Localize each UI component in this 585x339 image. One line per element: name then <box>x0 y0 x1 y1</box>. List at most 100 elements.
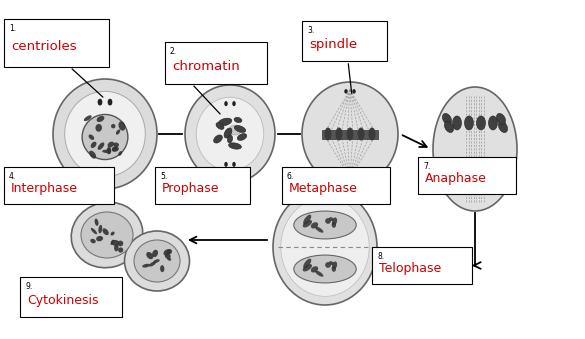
Ellipse shape <box>152 250 158 257</box>
Ellipse shape <box>114 244 119 251</box>
Text: 4.: 4. <box>9 172 16 181</box>
Ellipse shape <box>346 127 353 140</box>
Text: Prophase: Prophase <box>162 182 219 195</box>
Ellipse shape <box>167 249 172 254</box>
Ellipse shape <box>118 121 125 131</box>
FancyBboxPatch shape <box>418 157 516 194</box>
Ellipse shape <box>163 249 171 256</box>
Ellipse shape <box>498 121 508 133</box>
Ellipse shape <box>111 240 114 245</box>
Ellipse shape <box>95 124 102 132</box>
Ellipse shape <box>228 135 233 143</box>
Ellipse shape <box>303 215 311 224</box>
Ellipse shape <box>344 174 347 179</box>
Ellipse shape <box>125 231 190 291</box>
Ellipse shape <box>165 254 171 259</box>
Text: spindle: spindle <box>309 38 357 51</box>
Text: 8.: 8. <box>377 252 384 261</box>
Ellipse shape <box>453 168 462 182</box>
Text: Cytokinesis: Cytokinesis <box>27 294 98 307</box>
Ellipse shape <box>329 217 334 221</box>
FancyBboxPatch shape <box>165 42 267 84</box>
Ellipse shape <box>357 127 364 140</box>
Ellipse shape <box>477 168 486 182</box>
Ellipse shape <box>111 124 115 128</box>
Ellipse shape <box>294 255 356 283</box>
Ellipse shape <box>352 89 356 94</box>
Ellipse shape <box>71 202 143 268</box>
Text: Interphase: Interphase <box>11 182 78 195</box>
Ellipse shape <box>113 142 119 147</box>
Ellipse shape <box>84 115 92 121</box>
Ellipse shape <box>325 127 332 140</box>
FancyBboxPatch shape <box>372 247 472 284</box>
Ellipse shape <box>134 240 180 282</box>
Ellipse shape <box>302 82 398 186</box>
Ellipse shape <box>464 168 473 182</box>
Ellipse shape <box>65 92 145 177</box>
Ellipse shape <box>294 211 356 239</box>
FancyArrow shape <box>322 129 378 139</box>
Ellipse shape <box>311 222 318 228</box>
Text: Metaphase: Metaphase <box>289 182 358 195</box>
Ellipse shape <box>196 97 264 171</box>
Ellipse shape <box>91 142 97 148</box>
Ellipse shape <box>98 225 102 234</box>
Text: 7.: 7. <box>423 162 430 171</box>
Ellipse shape <box>98 142 104 150</box>
Ellipse shape <box>91 228 97 234</box>
Ellipse shape <box>106 147 111 154</box>
Ellipse shape <box>445 174 453 185</box>
Ellipse shape <box>344 89 347 94</box>
Ellipse shape <box>303 259 311 268</box>
Text: chromatin: chromatin <box>172 60 240 73</box>
Ellipse shape <box>352 174 356 179</box>
Ellipse shape <box>224 101 228 106</box>
Ellipse shape <box>89 151 96 159</box>
Ellipse shape <box>111 240 119 246</box>
FancyBboxPatch shape <box>4 167 114 204</box>
Ellipse shape <box>118 151 122 156</box>
Ellipse shape <box>238 134 247 140</box>
Ellipse shape <box>311 266 318 273</box>
Ellipse shape <box>108 99 112 105</box>
Ellipse shape <box>332 217 337 225</box>
Ellipse shape <box>332 222 336 228</box>
Ellipse shape <box>95 219 98 226</box>
Ellipse shape <box>224 128 232 138</box>
Ellipse shape <box>118 241 123 246</box>
Ellipse shape <box>142 264 150 267</box>
Ellipse shape <box>229 125 241 135</box>
Ellipse shape <box>185 85 275 183</box>
Ellipse shape <box>214 135 222 143</box>
Ellipse shape <box>336 127 342 140</box>
Ellipse shape <box>329 261 334 265</box>
Ellipse shape <box>325 262 331 268</box>
Ellipse shape <box>82 115 128 160</box>
Ellipse shape <box>98 99 102 105</box>
FancyBboxPatch shape <box>20 277 122 317</box>
Ellipse shape <box>111 232 115 236</box>
Ellipse shape <box>118 247 123 253</box>
Ellipse shape <box>488 168 497 182</box>
Ellipse shape <box>325 218 331 224</box>
Text: 9.: 9. <box>25 282 32 291</box>
FancyBboxPatch shape <box>155 167 250 204</box>
Ellipse shape <box>234 125 246 133</box>
Ellipse shape <box>96 236 103 241</box>
Ellipse shape <box>234 117 242 123</box>
Ellipse shape <box>88 135 94 140</box>
Text: 2.: 2. <box>170 47 177 56</box>
FancyBboxPatch shape <box>4 19 109 67</box>
Ellipse shape <box>442 113 452 124</box>
Ellipse shape <box>281 198 369 296</box>
Ellipse shape <box>102 150 111 153</box>
Ellipse shape <box>108 142 114 147</box>
Ellipse shape <box>488 116 497 130</box>
Ellipse shape <box>116 129 121 135</box>
Text: 6.: 6. <box>287 172 294 181</box>
Ellipse shape <box>497 113 505 124</box>
Ellipse shape <box>498 174 508 185</box>
Ellipse shape <box>332 266 336 272</box>
Text: 1.: 1. <box>9 24 16 33</box>
